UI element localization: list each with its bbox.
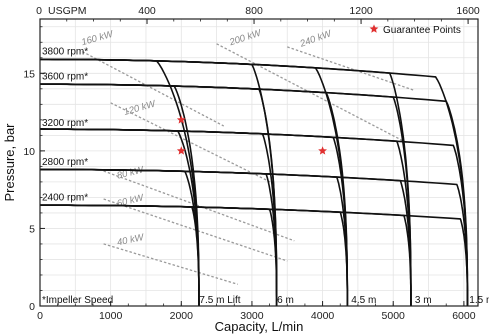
pump-curve-2400-15m bbox=[40, 204, 469, 306]
power-line bbox=[103, 243, 238, 285]
speed-label: 3200 rpm* bbox=[42, 118, 88, 129]
x2-tick-label: 800 bbox=[245, 5, 263, 17]
x2-tick-label: 1600 bbox=[456, 5, 480, 17]
x-axis-title: Capacity, L/min bbox=[215, 319, 304, 334]
guarantee-point bbox=[176, 146, 186, 155]
x-tick-label: 1000 bbox=[99, 310, 123, 322]
x-tick-label: 6000 bbox=[452, 310, 476, 322]
speed-label: 3800 rpm* bbox=[42, 47, 88, 58]
impeller-note: *Impeller Speed bbox=[42, 295, 113, 306]
lift-label: 7.5 m Lift bbox=[199, 295, 240, 306]
speed-label: 3600 rpm* bbox=[42, 72, 88, 83]
y-tick-label: 15 bbox=[23, 68, 35, 80]
x2-tick-label: 400 bbox=[138, 5, 156, 17]
guarantee-point bbox=[176, 115, 186, 124]
power-line bbox=[110, 102, 274, 184]
x2-tick-label: 0 bbox=[36, 5, 42, 17]
x-tick-label: 4000 bbox=[311, 310, 335, 322]
lift-label: 1.5 m bbox=[469, 295, 489, 306]
x2-tick-label: 1200 bbox=[349, 5, 373, 17]
lift-label: 3 m bbox=[415, 295, 432, 306]
speed-label: 2400 rpm* bbox=[42, 193, 88, 204]
x-tick-label: 5000 bbox=[382, 310, 406, 322]
speed-label: 2800 rpm* bbox=[42, 157, 88, 168]
plot-frame bbox=[39, 18, 479, 307]
power-line bbox=[103, 170, 295, 242]
x-tick-label: 0 bbox=[37, 310, 43, 322]
lift-label: 4.5 m bbox=[351, 295, 376, 306]
lift-label: 6 m bbox=[277, 295, 294, 306]
legend-star-icon bbox=[369, 24, 379, 33]
legend-label: Guarantee Points bbox=[383, 25, 461, 36]
y-tick-label: 10 bbox=[23, 146, 35, 158]
x2-axis-label: USGPM bbox=[48, 5, 87, 17]
y-tick-label: 0 bbox=[29, 301, 35, 313]
y-axis-title: Pressure, bar bbox=[2, 123, 17, 202]
x-tick-label: 2000 bbox=[170, 310, 194, 322]
plot-area bbox=[40, 19, 478, 306]
guarantee-point bbox=[318, 146, 327, 155]
y-tick-label: 5 bbox=[29, 223, 35, 235]
x-tick-label: 3000 bbox=[240, 310, 264, 322]
